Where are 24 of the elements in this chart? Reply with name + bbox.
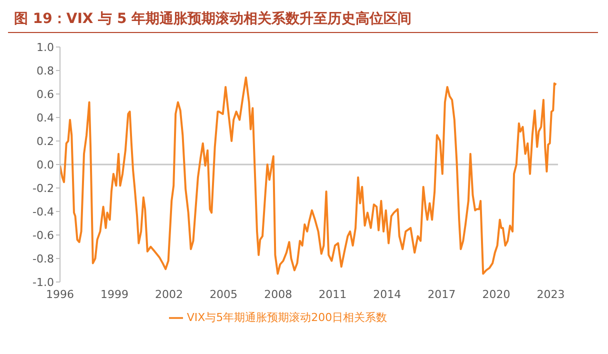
y-tick-label: 1.0: [36, 40, 54, 54]
y-tick-label: 0.6: [36, 88, 54, 101]
y-tick-label: 0.8: [36, 64, 54, 78]
y-tick-label: -0.6: [32, 228, 54, 242]
legend-label: VIX与5年期通胀预期滚动200日相关系数: [186, 311, 388, 324]
x-tick-label: 2023: [536, 288, 565, 301]
x-tick-label: 2005: [210, 288, 238, 301]
x-tick-label: 2002: [155, 288, 184, 301]
x-tick-label: 1996: [46, 288, 74, 301]
line-series: [60, 76, 558, 275]
y-tick-label: 0.4: [36, 111, 54, 124]
y-tick-label: -0.8: [32, 252, 54, 266]
x-tick-label: 2020: [482, 288, 510, 301]
y-tick-label: -1.0: [32, 276, 54, 289]
x-tick-label: 1999: [100, 288, 129, 301]
x-tick-label: 2011: [318, 288, 347, 301]
y-tick-label: -0.2: [32, 182, 54, 195]
y-tick-label: 0.0: [36, 158, 54, 172]
y-tick-label: -0.4: [32, 205, 54, 218]
y-tick-label: 0.2: [36, 134, 54, 148]
x-tick-label: 2014: [373, 288, 402, 301]
chart-title: 图 19：VIX 与 5 年期通胀预期滚动相关系数升至历史高位区间: [8, 8, 598, 33]
x-tick-label: 2008: [264, 288, 292, 301]
x-tick-label: 2017: [428, 288, 456, 301]
